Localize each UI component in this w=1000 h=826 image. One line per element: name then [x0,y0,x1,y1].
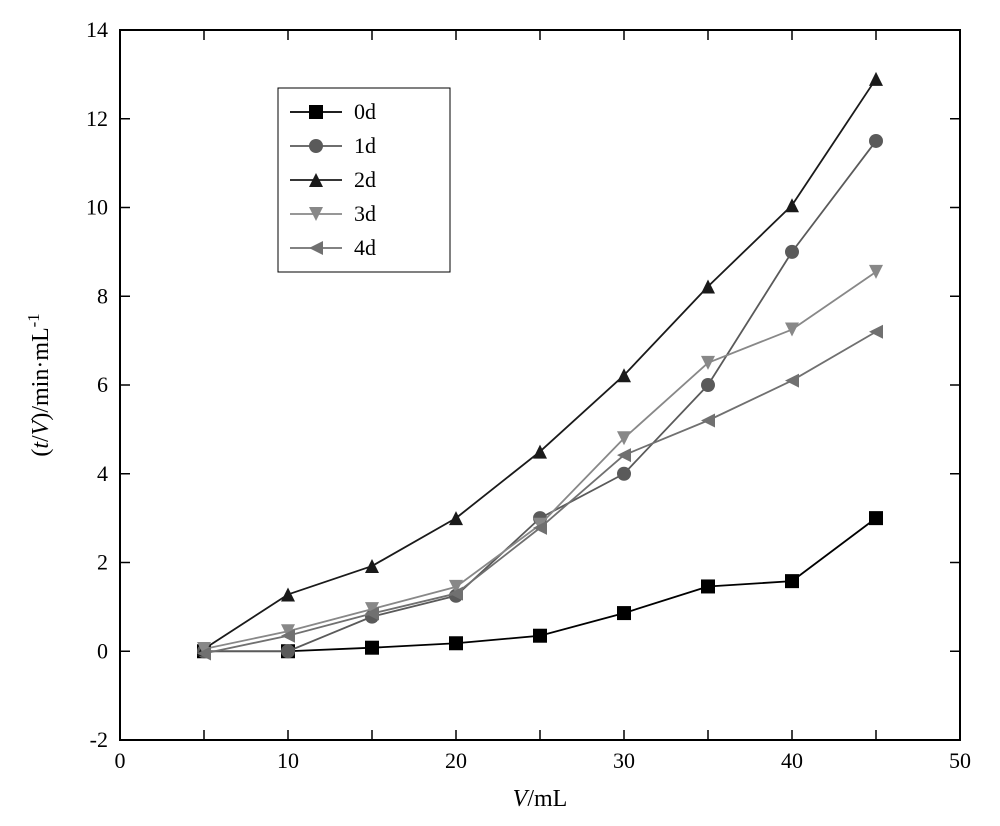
legend-label: 2d [354,167,376,192]
legend-label: 0d [354,99,376,124]
svg-text:10: 10 [86,195,108,220]
legend-label: 4d [354,235,376,260]
svg-text:20: 20 [445,748,467,773]
legend: 0d 1d 2d 3d 4d [278,88,450,272]
y-axis-label: (t/V)/min·mL-1 [24,313,55,456]
legend-label: 1d [354,133,376,158]
svg-text:8: 8 [97,283,108,308]
svg-text:0: 0 [115,748,126,773]
svg-text:2: 2 [97,550,108,575]
svg-text:-2: -2 [90,727,108,752]
svg-text:6: 6 [97,372,108,397]
svg-text:0: 0 [97,638,108,663]
svg-text:30: 30 [613,748,635,773]
svg-text:14: 14 [86,17,108,42]
svg-text:50: 50 [949,748,971,773]
x-axis-label: V/mL [513,786,568,812]
svg-text:10: 10 [277,748,299,773]
svg-text:4: 4 [97,461,108,486]
svg-text:12: 12 [86,106,108,131]
line-chart: 0 10 20 30 40 50 -2 0 2 4 6 8 10 12 14 V/mL (t/V)/min·mL… [0,0,1000,826]
legend-label: 3d [354,201,376,226]
svg-text:40: 40 [781,748,803,773]
